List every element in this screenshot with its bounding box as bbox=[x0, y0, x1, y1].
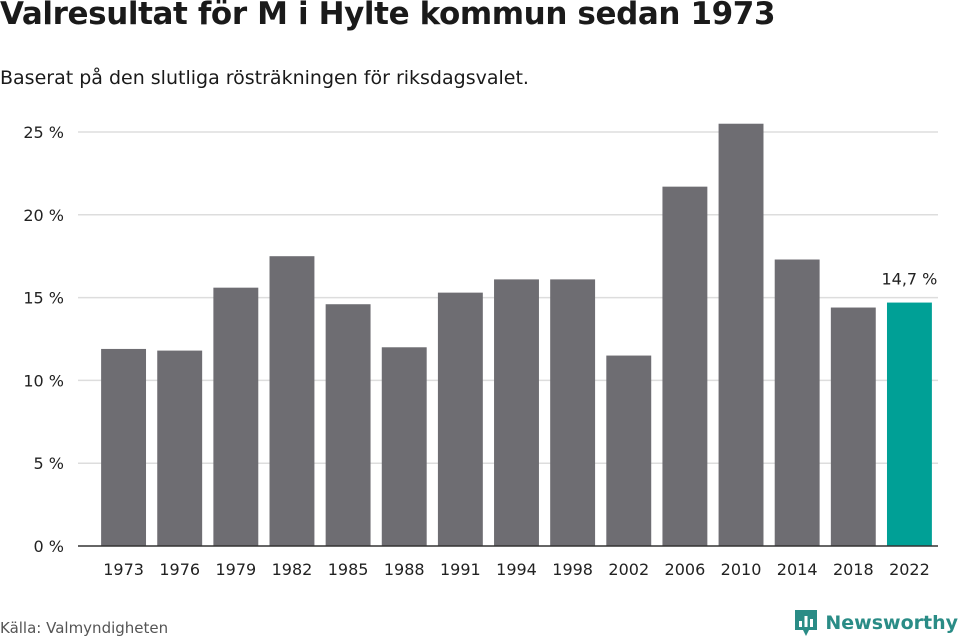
x-tick-label: 1988 bbox=[384, 560, 425, 579]
bar bbox=[213, 287, 259, 546]
bar bbox=[157, 350, 203, 546]
x-tick-label: 2002 bbox=[608, 560, 649, 579]
y-tick-label: 0 % bbox=[34, 537, 64, 556]
x-tick-label: 2006 bbox=[665, 560, 706, 579]
newsworthy-logo-icon bbox=[795, 610, 818, 636]
y-tick-label: 10 % bbox=[23, 371, 64, 390]
x-tick-label: 1991 bbox=[440, 560, 481, 579]
x-tick-label: 2022 bbox=[889, 560, 930, 579]
bar bbox=[101, 348, 147, 546]
chart-subtitle: Baserat på den slutliga rösträkningen fö… bbox=[0, 67, 529, 89]
brand-logo: Newsworthy bbox=[793, 608, 958, 638]
bar bbox=[381, 347, 427, 546]
data-label: 14,7 % bbox=[881, 270, 937, 289]
x-tick-label: 2014 bbox=[777, 560, 818, 579]
source-note: Källa: Valmyndigheten bbox=[0, 619, 169, 637]
bar bbox=[830, 307, 876, 546]
y-tick-label: 5 % bbox=[34, 454, 64, 473]
x-tick-label: 1998 bbox=[552, 560, 593, 579]
bar bbox=[606, 355, 652, 546]
x-tick-label: 1985 bbox=[328, 560, 369, 579]
bar-chart: 0 % 5 % 10 % 15 % 20 % 25 % 1973 1976 1979 1982 19… bbox=[23, 123, 938, 579]
x-tick-label: 1976 bbox=[159, 560, 200, 579]
y-tick-label: 25 % bbox=[23, 123, 64, 142]
bar bbox=[550, 279, 596, 546]
bar bbox=[718, 123, 764, 546]
bar bbox=[269, 256, 315, 546]
chart-title: Valresultat för M i Hylte kommun sedan 1… bbox=[0, 0, 776, 32]
bar bbox=[437, 292, 483, 546]
bar bbox=[325, 304, 371, 546]
x-tick-label: 1979 bbox=[215, 560, 256, 579]
y-tick-label: 20 % bbox=[23, 206, 64, 225]
bar bbox=[886, 302, 932, 546]
x-tick-label: 1994 bbox=[496, 560, 537, 579]
brand-name: Newsworthy bbox=[825, 612, 958, 634]
x-tick-label: 1973 bbox=[103, 560, 144, 579]
y-tick-label: 15 % bbox=[23, 289, 64, 308]
x-tick-label: 1982 bbox=[272, 560, 313, 579]
x-tick-label: 2010 bbox=[721, 560, 762, 579]
bar bbox=[774, 259, 820, 546]
bar bbox=[662, 186, 708, 546]
x-tick-label: 2018 bbox=[833, 560, 874, 579]
bar bbox=[494, 279, 539, 546]
